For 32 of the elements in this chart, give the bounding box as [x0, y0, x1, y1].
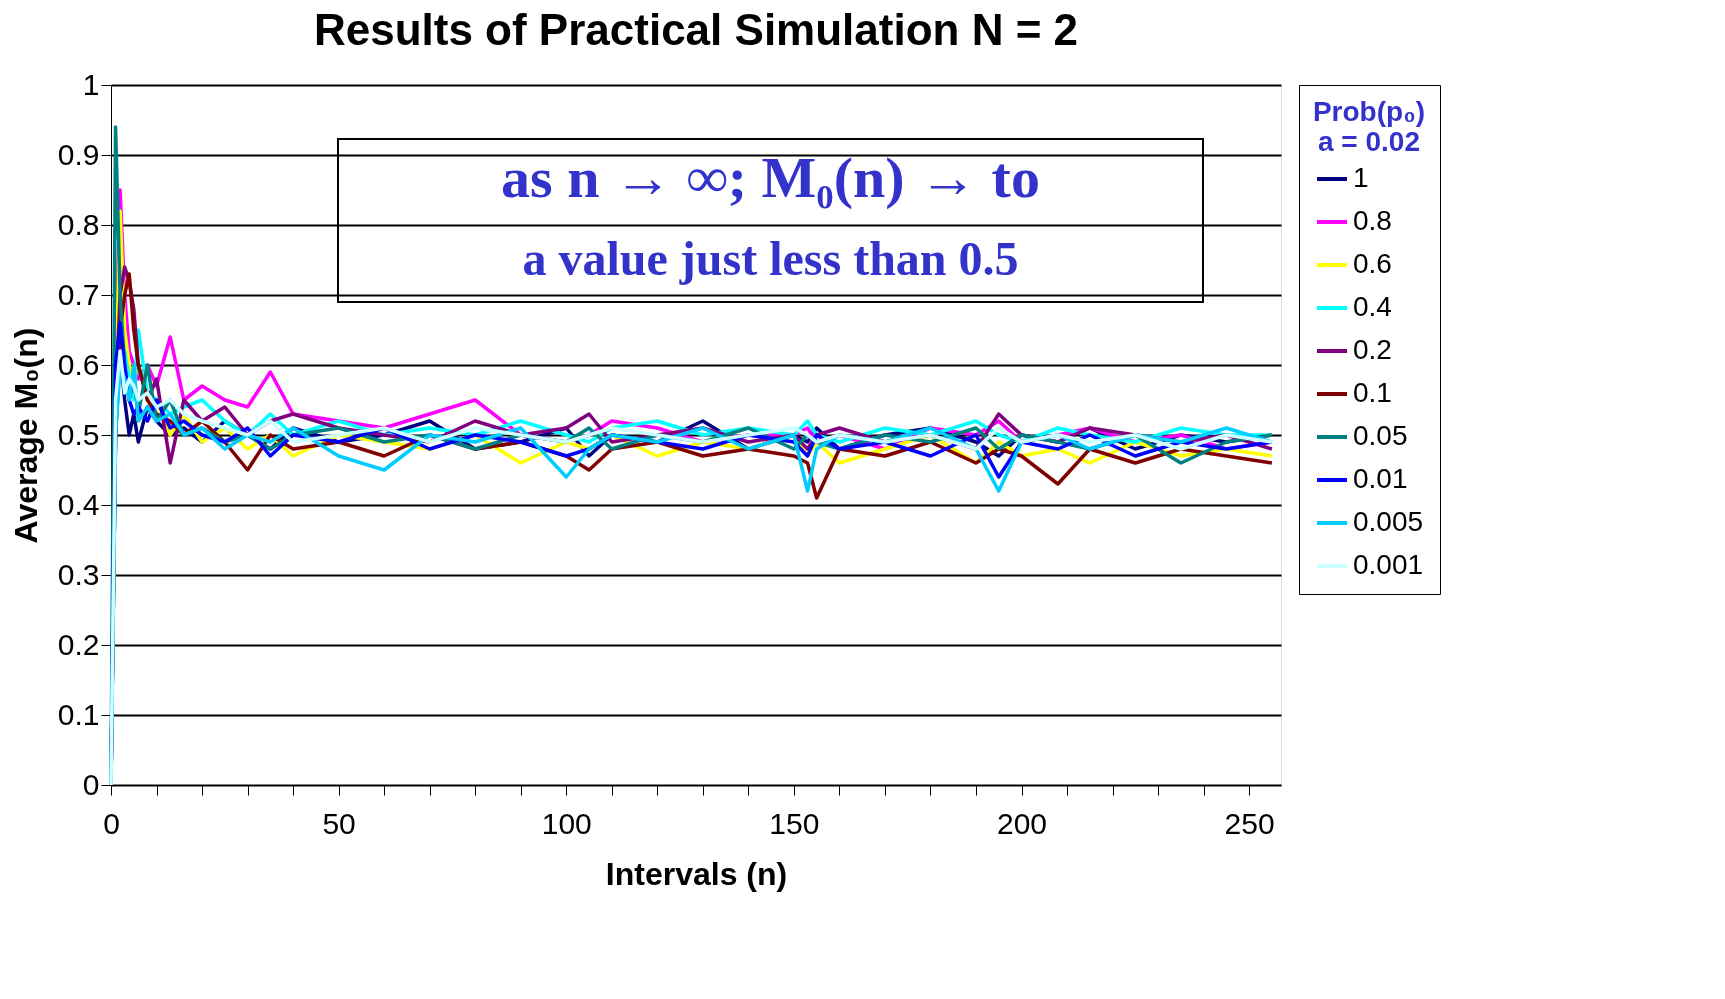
- y-tick-label: 0.6: [57, 347, 100, 381]
- legend-label: 0.8: [1353, 205, 1392, 236]
- legend-label: 1: [1353, 162, 1369, 193]
- y-tick-label: 0.8: [57, 207, 100, 241]
- legend-label: 0.05: [1353, 420, 1408, 451]
- x-tick-label: 200: [996, 806, 1048, 840]
- y-tick-label: 0: [82, 767, 100, 801]
- y-tick-label: 0.4: [57, 487, 100, 521]
- y-tick-label: 0.3: [57, 557, 100, 591]
- x-tick-label: 250: [1224, 806, 1275, 840]
- legend-label: 0.1: [1353, 377, 1392, 408]
- legend-label: 0.4: [1353, 291, 1392, 322]
- legend-label: 0.001: [1353, 549, 1424, 580]
- legend-label: 0.005: [1353, 506, 1424, 537]
- annotation: a value just less than 0.5: [522, 232, 1019, 286]
- y-tick-label: 0.2: [57, 627, 100, 661]
- y-tick-label: 0.7: [57, 277, 100, 311]
- x-tick-label: 100: [541, 806, 592, 840]
- y-tick-label: 1: [82, 67, 100, 101]
- legend-label: 0.6: [1353, 248, 1392, 279]
- legend-title: Prob(p₀) a = 0.02: [1312, 96, 1426, 157]
- legend-label: 0.01: [1353, 463, 1408, 494]
- y-tick-label: 0.9: [57, 137, 100, 171]
- y-axis-title: Average M₀(n): [7, 327, 44, 544]
- x-tick-label: 50: [322, 806, 356, 840]
- x-axis-title: Intervals (n): [605, 855, 788, 892]
- annotation: as n → ∞; M₀(n) → to: [501, 144, 1040, 210]
- legend-label: 0.2: [1353, 334, 1392, 365]
- y-tick-label: 0.1: [57, 697, 100, 731]
- y-tick-label: 0.5: [57, 417, 100, 451]
- chart-title: Results of Practical Simulation N = 2: [313, 5, 1079, 54]
- x-tick-label: 150: [769, 806, 820, 840]
